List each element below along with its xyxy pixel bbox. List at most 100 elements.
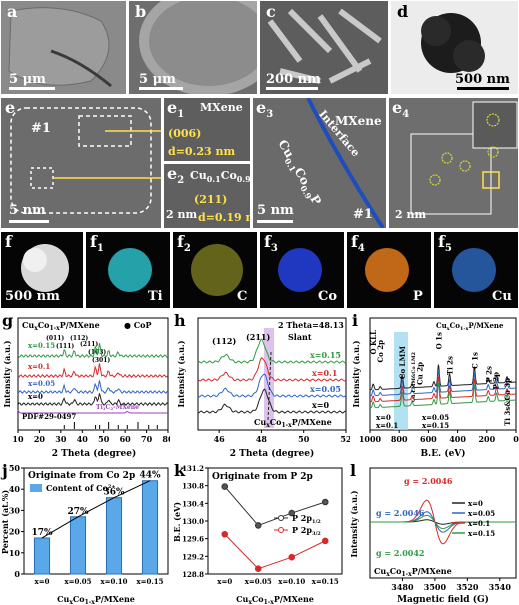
chart-k-frame (207, 467, 343, 575)
panel-f5-map (452, 248, 496, 292)
chart-l-frame (369, 467, 517, 579)
chart-g-ticks: 10 20 30 40 50 60 70 80 (12, 430, 170, 444)
chart-j-bar (69, 516, 87, 575)
chart-i-label-x005: x=0.05 (422, 413, 449, 422)
chart-j-title: Originate from Co 2p (28, 471, 135, 481)
chart-l-series (370, 499, 516, 545)
panel-e3-mxene: MXene (335, 114, 382, 128)
chart-i-xtick-label: 200 (478, 434, 495, 444)
chart-h-xtick-label: 52 (340, 434, 350, 444)
chart-k-line-0 (224, 486, 326, 527)
panel-d-scale-bar (457, 87, 509, 90)
panel-e1: e1 MXene (006) d=0.23 nm (164, 98, 250, 161)
chart-h-peak-112: (112) (212, 336, 236, 346)
panel-c: c 200 nm (260, 1, 388, 94)
chart-h-panel-label: h (174, 312, 186, 330)
panel-f5: f5 Cu (434, 232, 518, 308)
panel-f3-map (278, 248, 322, 292)
panel-f-scale-text: 500 nm (5, 289, 60, 304)
chart-g-xtick-label: 10 (12, 434, 24, 444)
chart-h-label-x015: x=0.15 (310, 350, 341, 360)
chart-i-peak-label: O 1s (434, 332, 443, 349)
panel-e3-scale-bar (257, 220, 293, 223)
panel-e2-label: e2 (167, 164, 185, 187)
chart-i-ylabel: Intensity (a.u.) (351, 340, 361, 407)
panel-e2-scale-text: 2 nm (166, 208, 198, 221)
chart-j-data-label: 36% (103, 488, 125, 498)
chart-i-peak-label: Co LMM (398, 346, 407, 379)
chart-h-xtick-label: 50 (298, 434, 310, 444)
chart-g-line-3 (17, 393, 169, 406)
chart-g-peak-301: (301) (92, 357, 110, 364)
panel-e3-label: e3 (256, 98, 274, 121)
chart-j-bar (141, 480, 159, 575)
panel-f1-element: Ti (148, 289, 163, 304)
chart-k-ticks: 128.8 129.2 129.6 130.0 130.4 130.8 131.2 x=0 x=… (182, 464, 339, 586)
chart-k-panel-label: k (174, 462, 186, 480)
chart-i-peak-label: C 1s (470, 352, 479, 369)
panel-f2-label: f2 (177, 232, 191, 255)
chart-j-xtick-label: x=0.05 (64, 577, 91, 586)
chart-g-xtick-label: 30 (55, 434, 67, 444)
chart-j-xlabel: CuxCo1-xP/MXene (57, 594, 135, 605)
chart-l-xlabel: Magnetic field (G) (397, 594, 489, 605)
chart-l-legend-x015: x=0.15 (468, 529, 495, 538)
chart-i-peak-label: Co 2p (376, 340, 385, 363)
chart-j-ytick-label: 10 (9, 548, 21, 558)
panel-e3-scale-text: 5 nm (257, 203, 294, 218)
panel-e3-interface-line (306, 98, 385, 228)
panel-e2: e2 Cu0.1Co0.9P (211) 2 nm d=0.19 nm (164, 164, 250, 228)
panel-f2: f2 C (173, 232, 257, 308)
panel-b-scale-text: 5 μm (139, 72, 176, 87)
panel-e4-image (410, 101, 518, 215)
chart-j-ytick-label: 0 (14, 569, 20, 579)
chart-g-xtick-label: 60 (120, 434, 132, 444)
chart-i-frame (369, 317, 517, 431)
chart-i-line-3 (369, 382, 516, 409)
panel-f5-label: f5 (438, 232, 452, 255)
chart-i-series (369, 364, 516, 409)
panel-e2-title: Cu0.1Co0.9P (190, 169, 250, 185)
chart-g-ylabel: Intensity (a.u.) (2, 340, 12, 407)
panel-f5-element: Cu (492, 289, 512, 304)
panel-f: f 500 nm (1, 232, 83, 308)
panel-e2-dspacing: d=0.19 nm (198, 211, 250, 224)
chart-g-peak-211: (211) (80, 341, 98, 348)
chart-h-line-3 (197, 388, 347, 414)
chart-k-title: Originate from P 2p (212, 472, 313, 482)
chart-k-legend-marker-1 (278, 515, 284, 521)
chart-l-ylabel: Intensity (a.u.) (349, 490, 359, 557)
panel-f2-map (191, 244, 243, 296)
chart-l-annot-2: g = 2.0046 (376, 508, 425, 518)
panel-b: b 5 μm (129, 1, 257, 94)
chart-i-peak-label: P 2p (492, 372, 501, 390)
chart-j-data-label: 17% (31, 528, 53, 538)
chart-g-legend: ● CoP (124, 320, 151, 330)
chart-l-legend-x01: x=0.1 (468, 519, 490, 528)
chart-k-series (221, 483, 329, 572)
panel-f1-map (108, 248, 152, 292)
chart-g-xlabel: 2 Theta (degree) (52, 448, 137, 459)
chart-j-legend-swatch (30, 484, 42, 492)
chart-i-label-x0: x=0 (376, 413, 391, 422)
panel-e4-label: e4 (392, 98, 410, 121)
panel-a-image (8, 7, 112, 88)
panel-f3: f3 Co (260, 232, 344, 308)
panel-f4-map (365, 248, 409, 292)
chart-g-line-0 (17, 343, 169, 359)
chart-i-label-x015: x=0.15 (422, 421, 449, 430)
chart-k-xtick-label: x=0.10 (278, 577, 305, 586)
panel-e-label: e (5, 98, 16, 117)
chart-i-xtick-label: 0 (513, 434, 519, 444)
chart-h-label-x005: x=0.05 (310, 384, 341, 394)
chart-j-ytick-label: 50 (9, 463, 21, 473)
chart-j-legend: Content of Co2+ (46, 483, 116, 493)
panel-f-image (21, 244, 69, 292)
chart-j-xtick-label: x=0.10 (100, 577, 127, 586)
chart-i-peak-label: Cu LMM&Co LM2 (411, 351, 417, 402)
chart-k-point (221, 530, 229, 538)
chart-k: k Originate from P 2p P 2p1/2 P 2p3/2 12… (172, 462, 343, 605)
panel-f1: f1 Ti (86, 232, 170, 308)
chart-l-legend-x005: x=0.05 (468, 509, 495, 518)
